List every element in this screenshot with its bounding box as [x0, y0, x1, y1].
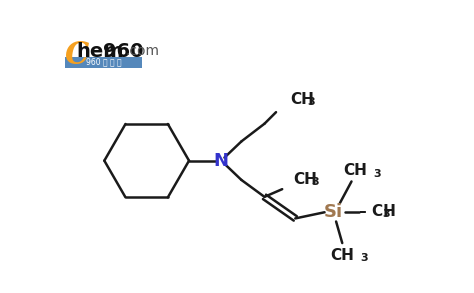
Text: Si: Si	[324, 203, 343, 221]
Text: CH: CH	[330, 248, 354, 263]
Text: N: N	[213, 152, 228, 170]
Text: 960 化 工 网: 960 化 工 网	[86, 58, 121, 67]
Text: 3: 3	[308, 97, 315, 107]
Text: .com: .com	[126, 44, 160, 58]
Text: 960: 960	[103, 42, 143, 61]
Text: 3: 3	[360, 253, 368, 263]
Text: – CH: – CH	[359, 204, 396, 219]
Text: 3: 3	[383, 209, 390, 219]
Text: CH: CH	[294, 172, 318, 188]
Text: C: C	[65, 40, 89, 71]
Text: 3: 3	[373, 169, 381, 179]
Text: CH: CH	[290, 92, 314, 107]
Text: hem: hem	[77, 42, 124, 61]
Bar	[65, 57, 142, 67]
Text: 3: 3	[311, 177, 319, 187]
Text: CH: CH	[343, 163, 367, 178]
